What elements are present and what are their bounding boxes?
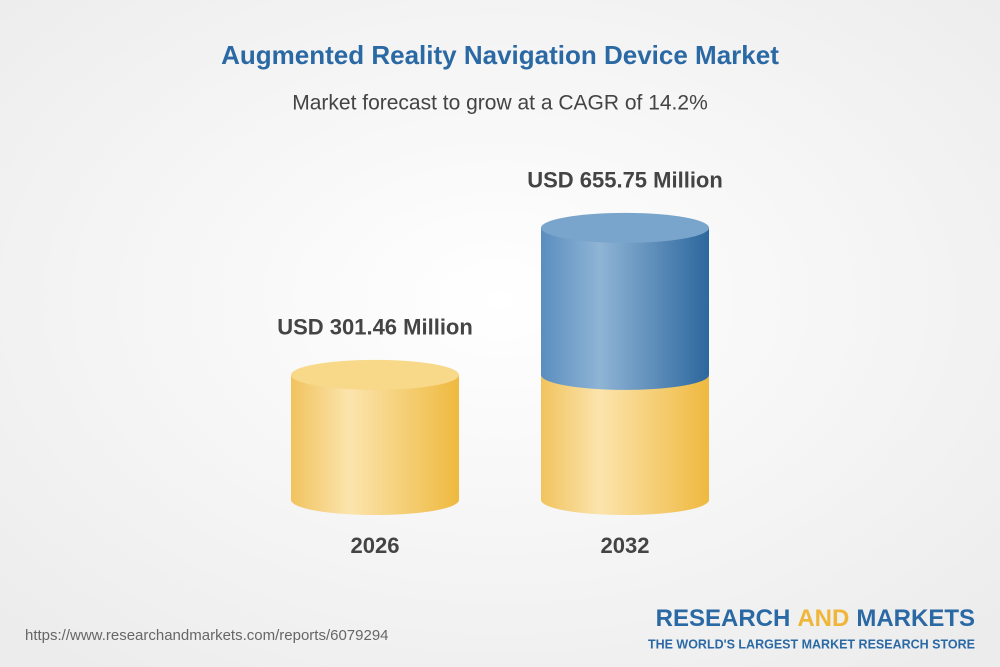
cylinder-base-segment (541, 374, 709, 515)
chart-subtitle: Market forecast to grow at a CAGR of 14.… (292, 92, 708, 115)
brand-part: AND (797, 605, 849, 632)
chart-title: Augmented Reality Navigation Device Mark… (221, 40, 779, 70)
cylinder-body-top (291, 359, 459, 390)
value-label: USD 655.75 Million (527, 168, 723, 193)
value-label: USD 301.46 Million (277, 315, 473, 340)
brand-tagline: THE WORLD'S LARGEST MARKET RESEARCH STOR… (648, 637, 975, 651)
category-label: 2026 (351, 533, 400, 558)
cylinder-growth-segment (541, 227, 709, 390)
cylinder-body (291, 374, 459, 515)
source-url: https://www.researchandmarkets.com/repor… (25, 627, 389, 644)
category-label: 2032 (601, 533, 650, 558)
brand: RESEARCH AND MARKETS (656, 605, 975, 632)
brand-part: RESEARCH (656, 605, 791, 632)
brand-part: MARKETS (856, 605, 975, 632)
cylinder (541, 212, 709, 515)
cylinder (291, 359, 459, 515)
cylinder-growth-segment-top (541, 212, 709, 243)
